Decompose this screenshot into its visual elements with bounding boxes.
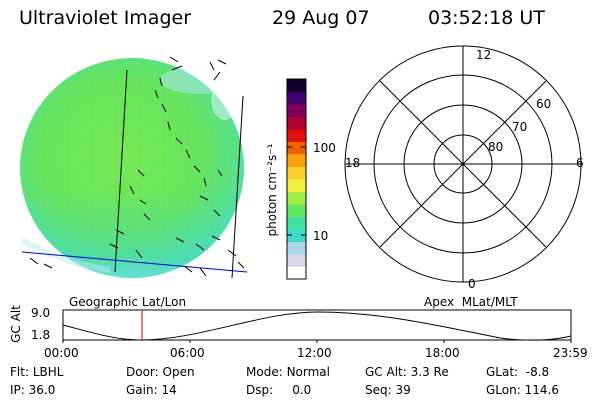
colorbar-ticks [287, 146, 306, 236]
apex-label: Apex MLat/MLT [424, 295, 518, 309]
colorbar-swatch [287, 266, 306, 280]
status-glat: GLat: -8.8 [486, 365, 550, 379]
status-gc-alt: GC Alt: 3.3 Re [365, 365, 449, 379]
orbit-ylabel: GC Alt [9, 305, 23, 343]
colorbar-swatch [287, 129, 306, 142]
status-glon: GLon: 114.6 [486, 383, 559, 397]
status-ip: IP: 36.0 [10, 383, 56, 397]
orbit-xtick-2: 12:00 [297, 346, 332, 360]
orbit-ytick-9: 9.0 [31, 306, 51, 320]
colorbar-tick-10: 10 [313, 229, 329, 243]
date-label: 29 Aug 07 [272, 7, 370, 29]
colorbar-swatch [287, 79, 306, 92]
colorbar-swatch [287, 241, 306, 255]
mlat-label-80: 80 [488, 140, 504, 154]
colorbar-swatch [287, 216, 306, 230]
mlt-label-6: 6 [576, 156, 584, 170]
colorbar-swatch [287, 191, 306, 205]
color-scale-bar [286, 78, 307, 280]
colorbar-swatch [287, 179, 306, 192]
orbit-xtick-1: 06:00 [170, 346, 205, 360]
orbit-xtick-3: 18:00 [425, 346, 460, 360]
geographic-label: Geographic Lat/Lon [69, 295, 187, 309]
orbit-xtick-4: 23:59 [553, 346, 588, 360]
colorbar-frame [286, 78, 307, 280]
mlat-label-60: 60 [536, 97, 552, 111]
colorbar-swatch [287, 141, 306, 155]
colorbar-swatch [287, 204, 306, 217]
colorbar-swatch [287, 116, 306, 130]
mlt-label-0: 0 [468, 277, 476, 291]
colorbar-tick-100: 100 [313, 141, 336, 155]
colorbar-swatch [287, 229, 306, 242]
orbit-xtick-0: 00:00 [44, 346, 79, 360]
geographic-grid [21, 56, 248, 279]
mlt-label-18: 18 [345, 156, 361, 170]
colorbar-swatch [287, 166, 306, 180]
uv-image [20, 58, 244, 278]
colorbar-swatch [287, 154, 306, 167]
status-mode: Mode: Normal [246, 365, 330, 379]
colorbar-swatch [287, 254, 306, 267]
time-label: 03:52:18 UT [428, 7, 545, 29]
colorbar-unit-label: photon cm⁻²s⁻¹ [265, 143, 279, 237]
polar-grid [344, 45, 582, 283]
status-gain: Gain: 14 [126, 383, 177, 397]
orbit-ytick-1.8: 1.8 [31, 328, 51, 342]
colorbar-swatch [287, 91, 306, 105]
mlat-label-70: 70 [512, 120, 528, 134]
status-flt: Flt: LBHL [10, 365, 64, 379]
status-dsp: Dsp: 0.0 [246, 383, 312, 397]
status-seq: Seq: 39 [365, 383, 411, 397]
instrument-title: Ultraviolet Imager [19, 7, 192, 29]
colorbar-swatch [287, 104, 306, 117]
status-door: Door: Open [126, 365, 195, 379]
mlt-label-12: 12 [476, 48, 492, 62]
orbit-plot [62, 309, 572, 343]
